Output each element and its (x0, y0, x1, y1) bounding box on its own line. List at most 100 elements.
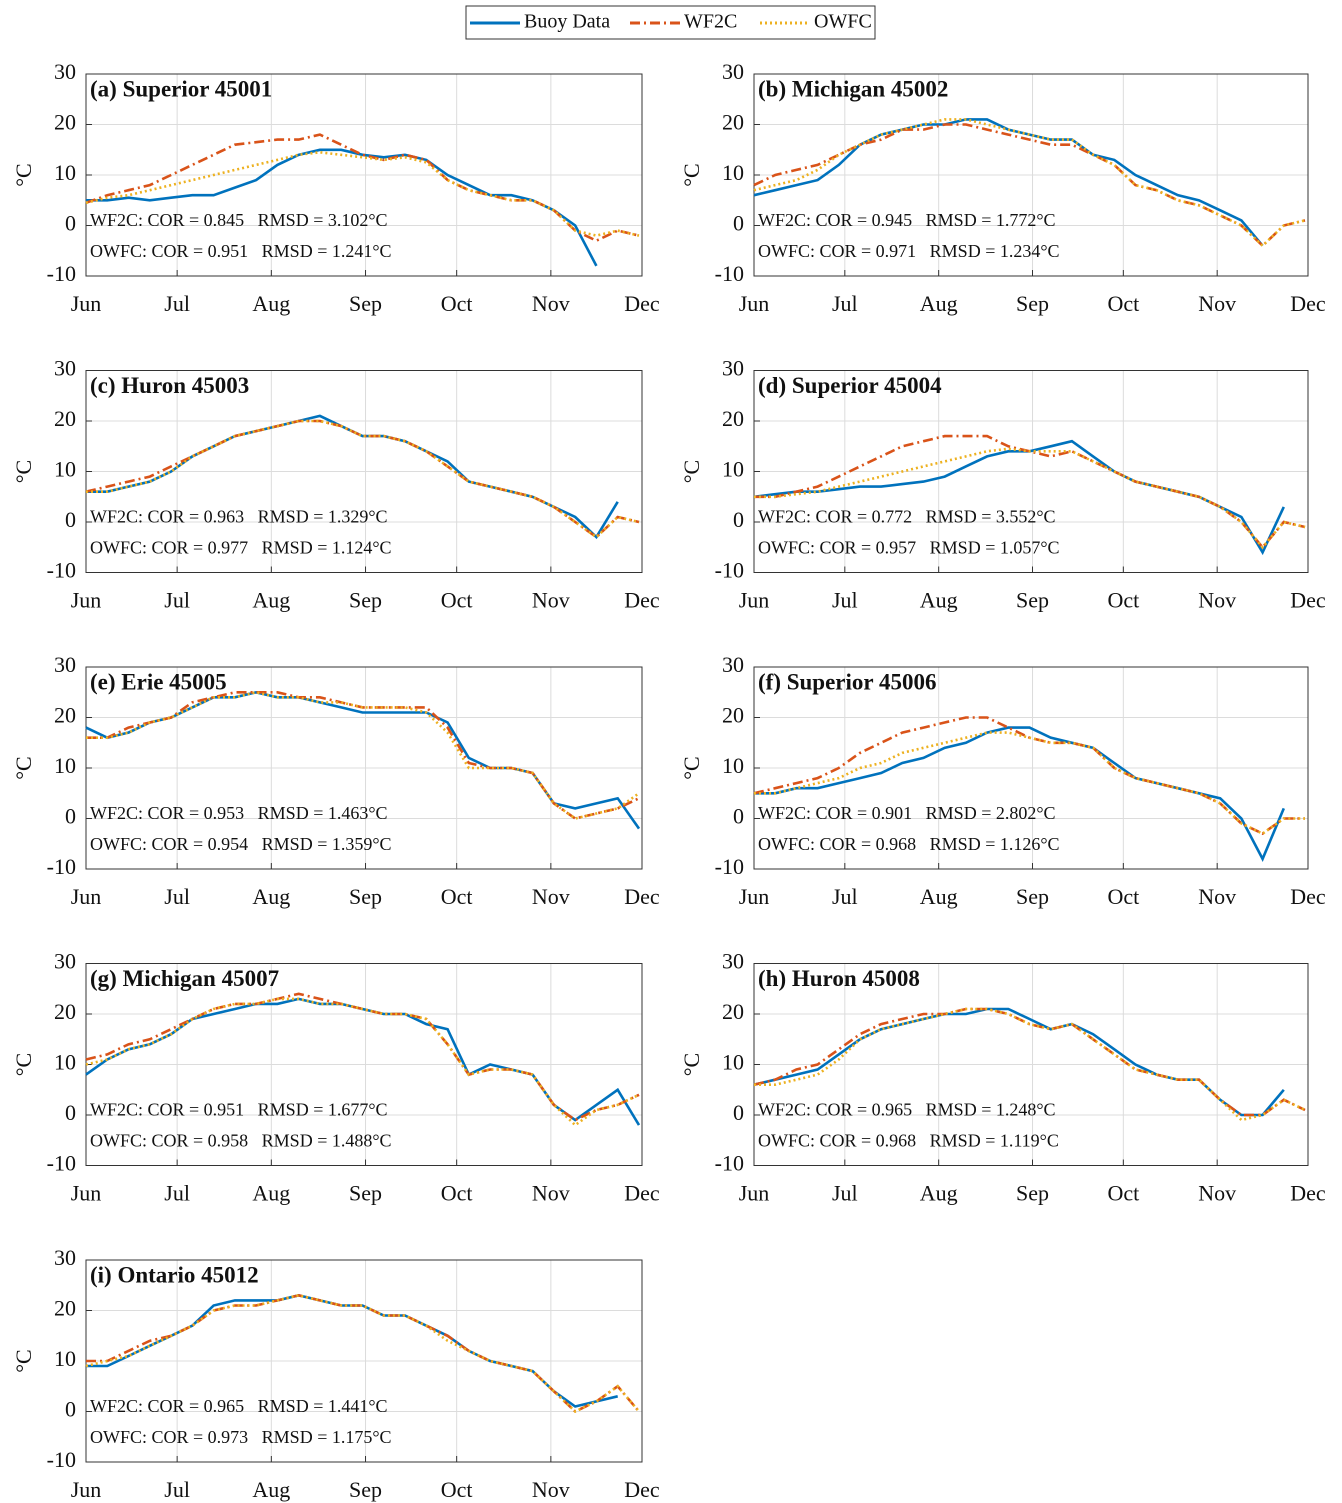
stats-annotation: WF2C: COR = 0.965 RMSD = 1.441°C (90, 1396, 388, 1416)
x-tick-label: Aug (920, 588, 958, 613)
y-tick-label: 0 (65, 1397, 76, 1422)
x-tick-label: Oct (441, 884, 473, 909)
panel-title: (i) Ontario 45012 (90, 1262, 259, 1287)
y-tick-label: 10 (722, 457, 744, 482)
x-tick-label: Jul (164, 1477, 190, 1502)
x-tick-label: Dec (624, 291, 660, 316)
y-tick-label: 10 (722, 1050, 744, 1075)
x-tick-label: Jul (832, 588, 858, 613)
panel-title: (b) Michigan 45002 (758, 76, 948, 101)
y-tick-label: -10 (47, 558, 76, 583)
y-axis-label: °C (679, 460, 704, 483)
x-tick-label: Jul (832, 884, 858, 909)
x-tick-label: Dec (1290, 1181, 1326, 1206)
x-tick-label: Oct (1107, 1181, 1139, 1206)
series-line (753, 118, 1306, 248)
x-tick-label: Oct (1107, 884, 1139, 909)
stats-annotation: OWFC: COR = 0.958 RMSD = 1.488°C (90, 1131, 392, 1151)
y-tick-label: 0 (733, 211, 744, 236)
x-tick-label: Nov (1198, 588, 1236, 613)
plot-frame (85, 73, 643, 277)
panel-title: (a) Superior 45001 (90, 76, 272, 101)
stats-annotation: WF2C: COR = 0.965 RMSD = 1.248°C (758, 1100, 1056, 1120)
series-line (754, 731, 1305, 836)
stats-annotation: WF2C: COR = 0.953 RMSD = 1.463°C (90, 803, 388, 823)
x-tick-label: Aug (920, 291, 958, 316)
x-tick-label: Oct (441, 291, 473, 316)
y-tick-label: -10 (715, 558, 744, 583)
y-tick-label: -10 (47, 1447, 76, 1472)
x-tick-label: Jun (739, 884, 770, 909)
plot-frame (753, 963, 1309, 1166)
x-tick-label: Jul (164, 588, 190, 613)
y-tick-label: 30 (722, 652, 744, 677)
y-tick-label: 0 (65, 804, 76, 829)
stats-annotation: OWFC: COR = 0.951 RMSD = 1.241°C (90, 241, 392, 261)
x-tick-label: Aug (252, 588, 290, 613)
x-tick-label: Jul (164, 884, 190, 909)
y-tick-label: 0 (65, 211, 76, 236)
x-tick-label: Jun (71, 291, 102, 316)
x-tick-label: Nov (1198, 884, 1236, 909)
y-tick-label: 10 (54, 160, 76, 185)
x-tick-label: Jul (832, 1181, 858, 1206)
x-tick-label: Sep (1016, 291, 1049, 316)
y-tick-label: 30 (722, 949, 744, 974)
series-line (753, 439, 1285, 556)
y-axis-label: °C (679, 163, 704, 186)
x-tick-label: Nov (1198, 1181, 1236, 1206)
stats-annotation: OWFC: COR = 0.954 RMSD = 1.359°C (90, 834, 392, 854)
legend-label: OWFC (814, 11, 872, 33)
y-tick-label: 10 (54, 457, 76, 482)
x-tick-label: Nov (532, 1181, 570, 1206)
y-tick-label: 0 (733, 1100, 744, 1125)
x-tick-label: Sep (1016, 588, 1049, 613)
x-tick-label: Oct (441, 1181, 473, 1206)
x-tick-label: Oct (441, 588, 473, 613)
y-axis-label: °C (679, 1053, 704, 1076)
panel-title: (h) Huron 45008 (758, 966, 920, 991)
y-tick-label: 20 (54, 1296, 76, 1321)
x-tick-label: Oct (1107, 291, 1139, 316)
stats-annotation: WF2C: COR = 0.945 RMSD = 1.772°C (758, 210, 1056, 230)
x-tick-label: Nov (1198, 291, 1236, 316)
x-tick-label: Nov (532, 1477, 570, 1502)
x-tick-label: Dec (1290, 291, 1326, 316)
x-tick-label: Dec (1290, 884, 1326, 909)
y-tick-label: 30 (54, 356, 76, 381)
x-tick-label: Sep (1016, 1181, 1049, 1206)
x-tick-label: Aug (252, 1477, 290, 1502)
y-tick-label: 30 (722, 59, 744, 84)
x-tick-label: Jul (832, 291, 858, 316)
y-axis-label: °C (11, 163, 36, 186)
y-tick-label: 30 (54, 1245, 76, 1270)
series-line (754, 1007, 1306, 1122)
y-tick-label: 30 (54, 652, 76, 677)
y-tick-label: 20 (722, 110, 744, 135)
plot-frame (753, 666, 1309, 870)
plot-frame (85, 370, 643, 573)
y-tick-label: 20 (54, 999, 76, 1024)
y-tick-label: 0 (65, 507, 76, 532)
x-tick-label: Jun (71, 1477, 102, 1502)
y-axis-label: °C (11, 1053, 36, 1076)
y-tick-label: 0 (65, 1100, 76, 1125)
x-tick-label: Jun (739, 588, 770, 613)
x-tick-label: Jun (71, 588, 102, 613)
x-tick-label: Jun (739, 291, 770, 316)
y-tick-label: -10 (47, 854, 76, 879)
x-tick-label: Jun (71, 1181, 102, 1206)
panel-title: (d) Superior 45004 (758, 373, 942, 398)
x-tick-label: Sep (349, 884, 382, 909)
y-tick-label: -10 (715, 1151, 744, 1176)
x-tick-label: Nov (532, 291, 570, 316)
x-tick-label: Dec (624, 1181, 660, 1206)
x-tick-label: Aug (252, 884, 290, 909)
y-tick-label: 10 (54, 1050, 76, 1075)
stats-annotation: WF2C: COR = 0.963 RMSD = 1.329°C (90, 507, 388, 527)
series-line (85, 1293, 640, 1414)
y-tick-label: 20 (54, 110, 76, 135)
y-tick-label: 10 (722, 753, 744, 778)
x-tick-label: Oct (441, 1477, 473, 1502)
